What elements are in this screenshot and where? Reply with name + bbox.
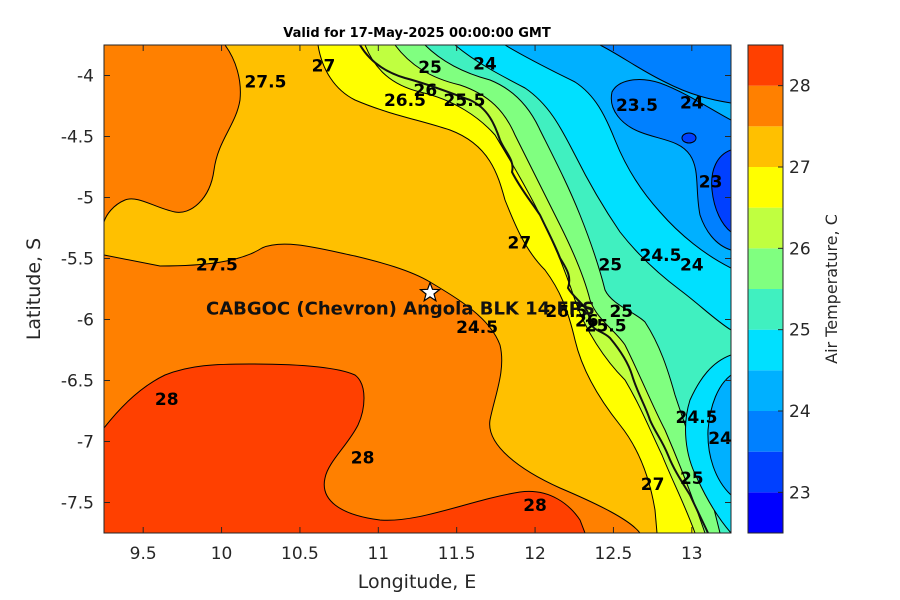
- y-tick-label: -4.5: [61, 128, 94, 148]
- x-axis-ticks: 9.5 10 10.5 11 11.5 12 12.5 13: [130, 45, 703, 564]
- contour-label: 26: [575, 312, 599, 332]
- colorbar-frame: [747, 44, 784, 534]
- contour-label: 25.5: [444, 91, 486, 111]
- contour-label: 26.5: [545, 302, 587, 322]
- colorbar-swatch: [748, 370, 783, 411]
- band-28-28.5: [104, 363, 586, 533]
- contour-label: 27: [508, 234, 532, 254]
- band-24-24.5-south: [707, 374, 731, 496]
- plot-frame: [103, 44, 732, 534]
- band-23.5-24: [599, 45, 731, 104]
- x-axis-label: Longitude, E: [358, 571, 477, 593]
- x-tick-label: 10.5: [281, 544, 319, 564]
- contour-label: 25: [609, 302, 633, 322]
- colorbar-swatch: [748, 492, 783, 533]
- contour-label: 26: [414, 81, 438, 101]
- contour-label: 24.5: [456, 318, 498, 338]
- contour-label: 27.5: [196, 256, 238, 276]
- colorbar-label: Air Temperature, C: [822, 214, 841, 364]
- contour-label: 28: [351, 448, 375, 468]
- colorbar-swatch: [748, 126, 783, 167]
- colorbar-tick-label: 26: [789, 239, 811, 259]
- y-tick-label: -5.5: [61, 250, 94, 270]
- colorbar-swatch: [748, 167, 783, 208]
- cold-spot: [681, 132, 697, 144]
- y-tick-label: -6: [77, 311, 94, 331]
- y-tick-label: -5: [77, 189, 94, 209]
- x-tick-label: 10: [211, 544, 233, 564]
- colorbar-tick-label: 25: [789, 321, 811, 341]
- y-tick-label: -7.5: [61, 494, 94, 514]
- contour-label: 27.5: [244, 73, 286, 93]
- x-tick-label: 11.5: [438, 544, 476, 564]
- y-tick-label: -6.5: [61, 372, 94, 392]
- colorbar-swatch: [748, 451, 783, 493]
- colorbar-swatch: [748, 207, 783, 249]
- colorbar-swatch: [748, 329, 783, 371]
- contour-label: 25.5: [585, 317, 627, 337]
- colorbar-tick-label: 24: [789, 402, 811, 422]
- contour-label: 27: [641, 475, 665, 495]
- plot-area: [104, 45, 731, 533]
- colorbar-swatch: [748, 85, 783, 127]
- contour-label: 24: [680, 256, 704, 276]
- coastline: [359, 45, 709, 533]
- site-star-marker: [418, 280, 442, 303]
- x-tick-label: 9.5: [130, 544, 157, 564]
- contour-label: 28: [155, 390, 179, 410]
- contour-label: 24.5: [639, 246, 681, 266]
- colorbar-tick-label: 23: [789, 483, 811, 503]
- band-27.5-28-north: [104, 45, 241, 223]
- contour-label: 24: [680, 93, 704, 113]
- contour-label: 23: [699, 173, 723, 193]
- contour-label: 24: [708, 429, 732, 449]
- contour-label: 24.5: [676, 408, 718, 428]
- contour-label: 25: [680, 469, 704, 489]
- y-tick-label: -4: [77, 67, 94, 87]
- x-tick-label: 11: [367, 544, 389, 564]
- site-marker-group: CABGOC (Chevron) Angola BLK 14 FPS: [206, 280, 595, 320]
- colorbar-swatch: [748, 45, 783, 86]
- contour-label: 23.5: [616, 96, 658, 116]
- y-axis-label: Latitude, S: [23, 238, 45, 340]
- contour-label: 25: [418, 58, 442, 78]
- colorbar-swatch: [748, 289, 783, 330]
- colorbar-tick-label: 28: [789, 77, 811, 97]
- colorbar-swatch: [748, 411, 783, 452]
- contour-label: 24: [473, 54, 497, 74]
- contour-label: 27: [312, 57, 336, 77]
- band-23.5-24-east: [610, 79, 731, 251]
- colorbar: 23 24 25 26 27 28: [747, 44, 811, 534]
- colorbar-swatch: [748, 248, 783, 289]
- colorbar-tick-label: 27: [789, 158, 811, 178]
- y-axis-ticks: -4 -4.5 -5 -5.5 -6 -6.5 -7 -7.5: [61, 67, 731, 514]
- y-tick-label: -7: [77, 433, 94, 453]
- x-tick-label: 12: [524, 544, 546, 564]
- contour-label: 25: [598, 256, 622, 276]
- site-label: CABGOC (Chevron) Angola BLK 14 FPS: [206, 299, 595, 320]
- x-tick-label: 12.5: [595, 544, 633, 564]
- contour-label: 28: [523, 496, 547, 516]
- x-tick-label: 13: [681, 544, 703, 564]
- chart-title: Valid for 17-May-2025 00:00:00 GMT: [283, 26, 551, 41]
- band-23-23.5: [711, 149, 731, 233]
- contour-label: 26.5: [384, 91, 426, 111]
